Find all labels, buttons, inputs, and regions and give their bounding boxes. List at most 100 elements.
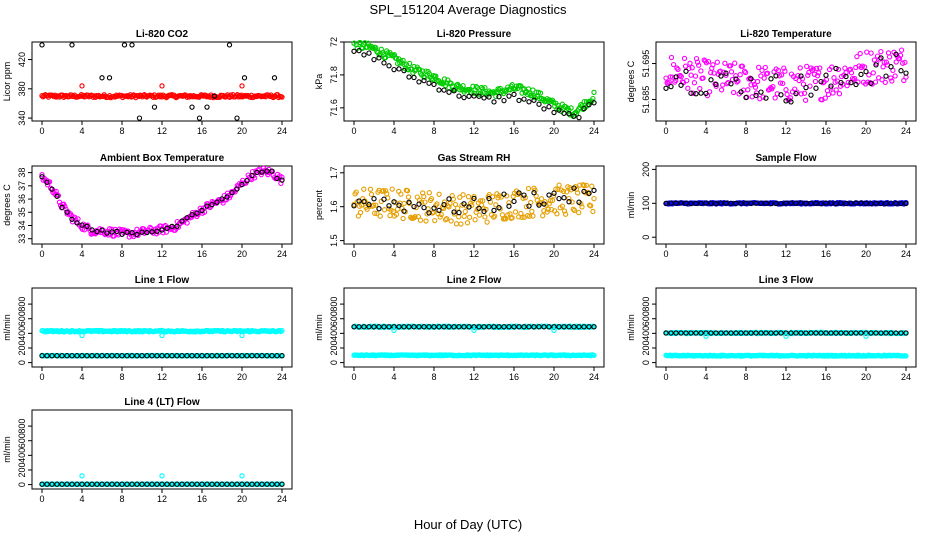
data-point	[94, 228, 100, 235]
x-tick-label: 0	[39, 494, 44, 504]
y-tick-label: 1.6	[329, 200, 339, 213]
data-point	[663, 75, 669, 81]
data-point	[673, 330, 679, 336]
data-point	[688, 72, 694, 78]
data-point	[457, 194, 463, 200]
data-point	[868, 80, 874, 86]
data-point	[727, 63, 734, 69]
data-point	[762, 64, 768, 71]
data-point	[873, 330, 879, 336]
data-point	[893, 330, 899, 336]
data-point	[211, 93, 218, 99]
data-point	[768, 330, 774, 336]
data-point	[896, 55, 903, 62]
data-point	[114, 228, 120, 235]
data-point	[239, 83, 245, 89]
data-point	[480, 198, 486, 204]
data-point	[803, 200, 809, 207]
series-1	[351, 182, 597, 227]
data-point	[511, 324, 517, 330]
data-point	[551, 190, 557, 196]
data-point	[361, 186, 367, 192]
data-point	[432, 217, 438, 224]
data-point	[482, 214, 488, 220]
data-point	[523, 204, 530, 210]
y-tick-label: 200	[641, 162, 651, 177]
data-point	[169, 481, 175, 487]
data-point	[147, 224, 153, 231]
data-point	[239, 481, 245, 487]
data-point	[244, 178, 250, 184]
data-point	[109, 229, 115, 235]
data-point	[64, 481, 70, 487]
data-point	[358, 202, 365, 208]
data-point	[416, 79, 422, 85]
data-point	[903, 353, 909, 359]
series-3	[391, 327, 557, 334]
x-tick-label: 4	[703, 372, 708, 382]
data-point	[226, 42, 233, 48]
y-tick-label: 71.6	[329, 99, 339, 117]
data-point	[413, 66, 419, 73]
data-point	[581, 182, 587, 189]
data-point	[460, 83, 466, 89]
data-point	[39, 171, 45, 178]
x-tick-label: 4	[391, 249, 396, 259]
data-point	[416, 201, 422, 207]
data-point	[501, 97, 507, 104]
x-tick-label: 0	[39, 249, 44, 259]
data-point	[396, 66, 402, 72]
series-4	[39, 353, 285, 359]
data-point	[149, 481, 155, 487]
data-point	[590, 208, 596, 215]
x-tick-label: 16	[197, 494, 207, 504]
x-tick-label: 24	[277, 126, 287, 136]
data-point	[838, 79, 844, 86]
data-point	[164, 225, 170, 231]
data-point	[204, 481, 210, 487]
panel-title: Line 1 Flow	[135, 275, 190, 286]
data-point	[49, 481, 55, 487]
data-point	[566, 324, 572, 330]
data-point	[271, 75, 278, 81]
data-point	[89, 353, 95, 359]
data-point	[566, 195, 572, 202]
data-point	[89, 481, 95, 487]
data-point	[743, 330, 749, 336]
data-point	[356, 324, 362, 330]
panel-9: Line 3 Flow ml/min 0 4 8 12 16 20 24 0 20040060080…	[626, 275, 917, 382]
data-point	[808, 200, 814, 206]
data-point	[431, 81, 437, 88]
x-tick-label: 24	[589, 372, 599, 382]
data-point	[115, 93, 122, 99]
data-point	[571, 110, 578, 117]
data-point	[471, 195, 477, 202]
data-point	[401, 67, 407, 74]
data-point	[803, 84, 809, 91]
data-point	[224, 353, 230, 359]
data-point	[546, 324, 552, 330]
data-point	[151, 104, 158, 110]
x-tick-label: 16	[509, 249, 519, 259]
data-point	[279, 481, 285, 487]
data-point	[84, 353, 90, 359]
data-point	[670, 61, 677, 68]
data-point	[441, 201, 447, 208]
data-point	[391, 66, 397, 73]
data-point	[376, 206, 382, 212]
data-point	[376, 55, 382, 61]
x-tick-label: 24	[901, 249, 911, 259]
data-point	[678, 200, 684, 206]
data-point	[362, 40, 368, 46]
data-point	[512, 209, 519, 215]
data-point	[506, 200, 512, 206]
series-2	[39, 168, 285, 238]
data-point	[823, 72, 829, 78]
data-point	[39, 42, 45, 48]
data-point	[353, 189, 359, 195]
x-tick-label: 0	[663, 249, 668, 259]
series-1	[663, 47, 909, 103]
data-point	[783, 330, 789, 336]
data-point	[458, 221, 464, 227]
data-point	[778, 72, 785, 78]
